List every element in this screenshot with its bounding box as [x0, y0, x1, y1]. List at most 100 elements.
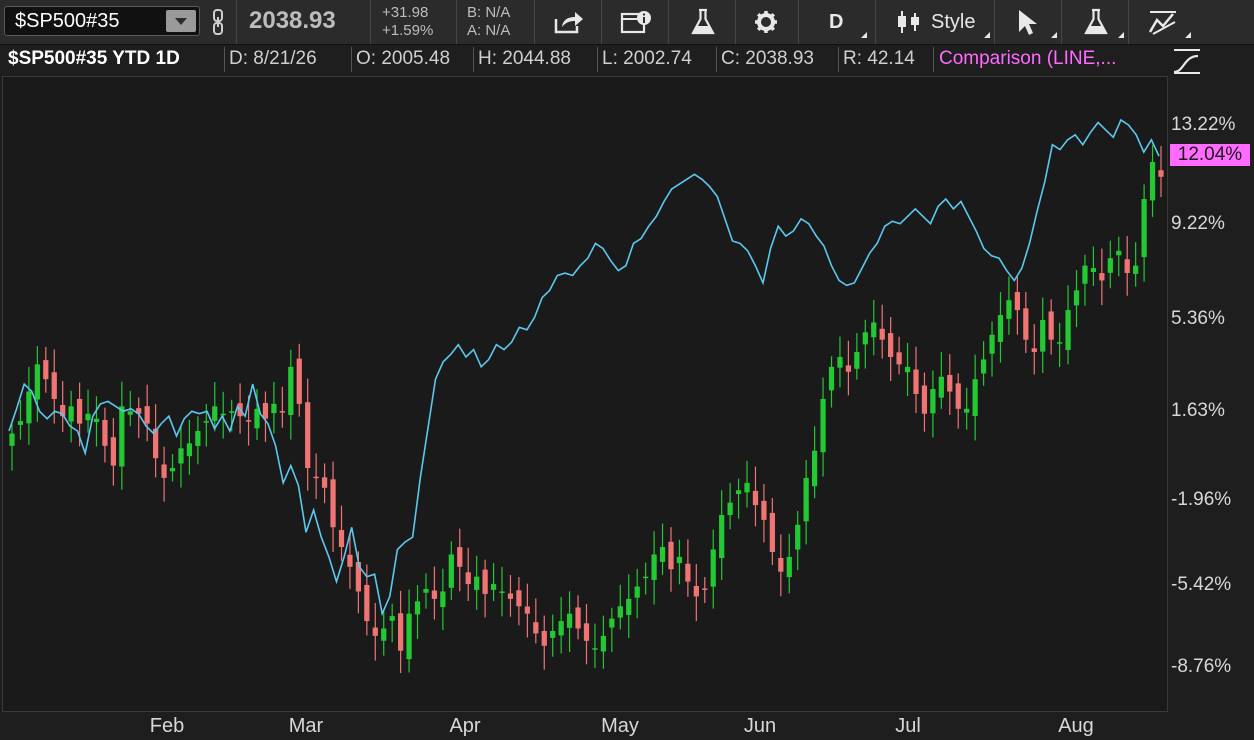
candle	[1116, 236, 1122, 277]
symbol-dropdown-button[interactable]	[166, 10, 196, 32]
candle	[668, 527, 674, 592]
candle-body	[381, 628, 387, 641]
link-icon[interactable]	[208, 8, 228, 36]
candle-body	[702, 588, 708, 590]
candle-body	[761, 500, 767, 520]
toolbar-divider	[798, 0, 799, 44]
candle-body	[1133, 265, 1139, 274]
candle	[634, 568, 640, 619]
aggregation-period-button[interactable]: D	[799, 0, 875, 44]
bar-open: O: 2005.48	[356, 48, 451, 69]
candle-body	[313, 476, 319, 479]
candle-body	[871, 322, 877, 338]
settings-button[interactable]	[736, 0, 798, 44]
candle	[381, 609, 387, 656]
candle-body	[1006, 300, 1012, 319]
toolbar: 2038.93 +31.98 +1.59% B: N/A A: N/A	[0, 0, 1254, 45]
candle-body	[1099, 273, 1105, 281]
x-tick-label: May	[601, 715, 639, 737]
share-icon	[554, 12, 583, 34]
cursor-button[interactable]	[995, 0, 1061, 44]
candle	[964, 387, 970, 430]
candle	[372, 602, 378, 661]
candle-body	[136, 408, 142, 414]
bid-ask: B: N/A A: N/A	[467, 4, 510, 40]
x-tick-label: Feb	[149, 715, 185, 737]
candle-body	[541, 630, 547, 646]
chart-area[interactable]	[2, 76, 1168, 712]
candle-body	[423, 588, 429, 593]
candle-body	[119, 406, 125, 467]
candle	[930, 370, 936, 438]
candle	[17, 400, 24, 440]
candle	[778, 534, 784, 597]
comparison-study-label[interactable]: Comparison (LINE,...	[939, 48, 1117, 69]
studies-button[interactable]	[669, 0, 735, 44]
candle-body	[355, 562, 362, 592]
candle-body	[550, 630, 556, 638]
candle	[262, 391, 269, 442]
toolbar-divider	[456, 0, 457, 44]
candle	[769, 498, 775, 566]
candle	[676, 539, 683, 585]
candle-body	[1158, 170, 1164, 177]
candle-body	[43, 360, 49, 380]
candle	[947, 354, 953, 415]
candle	[744, 460, 750, 508]
candle	[1006, 276, 1012, 335]
candle-body	[972, 379, 978, 416]
price-chart[interactable]	[3, 77, 1167, 711]
candle	[896, 336, 902, 375]
candle-body	[1048, 311, 1054, 340]
candle-body	[888, 333, 894, 357]
drawings-button[interactable]	[1129, 0, 1195, 44]
candle	[1158, 145, 1164, 198]
candle-body	[676, 556, 683, 564]
candle	[592, 623, 598, 669]
corner-indicator	[1185, 32, 1191, 38]
candle	[43, 346, 49, 393]
candle-body	[752, 490, 759, 506]
candle	[220, 391, 226, 439]
candle	[980, 341, 987, 386]
time-axis[interactable]: Feb Mar Apr May Jun Jul Aug	[0, 712, 1168, 740]
candle-body	[659, 547, 666, 562]
candle-body	[854, 352, 860, 369]
candle-body	[930, 389, 936, 414]
candle	[626, 574, 632, 638]
candle-body	[482, 569, 488, 594]
candle-body	[795, 524, 801, 550]
symbol-input[interactable]	[5, 7, 165, 35]
chart-mode-toggle[interactable]	[1170, 46, 1206, 76]
candle-body	[583, 623, 590, 641]
candle-body	[820, 398, 826, 453]
candle-body	[17, 421, 24, 425]
study-templates-button[interactable]	[1062, 0, 1128, 44]
candle-body	[389, 616, 395, 621]
candle-body	[288, 366, 294, 416]
candle	[1023, 291, 1029, 354]
candle	[212, 382, 218, 432]
share-button[interactable]	[535, 0, 601, 44]
y-tick-label: 13.22%	[1171, 113, 1236, 135]
candle	[60, 381, 66, 432]
candle	[972, 354, 978, 441]
candle	[566, 591, 573, 653]
style-button[interactable]: Style	[876, 0, 994, 44]
snapshot-button[interactable]	[602, 0, 668, 44]
bar-range: R: 42.14	[843, 48, 915, 69]
chart-info-bar: $SP500#35 YTD 1D D: 8/21/26 O: 2005.48 H…	[0, 45, 1168, 74]
candle	[1141, 184, 1147, 282]
candle-body	[76, 398, 83, 424]
candle-body	[372, 627, 378, 636]
candle-body	[102, 419, 108, 446]
candle-body	[474, 576, 480, 590]
candle-body	[51, 372, 57, 399]
candle-body	[938, 376, 944, 398]
candle-body	[93, 418, 100, 423]
candle-body	[1023, 308, 1029, 340]
symbol-selector[interactable]	[4, 6, 200, 36]
candle-body	[220, 413, 226, 416]
price-axis[interactable]: 13.22% 9.22% 5.36% 1.63% -1.96% -5.42% -8.76%	[1168, 76, 1254, 712]
candle-body	[778, 557, 784, 572]
